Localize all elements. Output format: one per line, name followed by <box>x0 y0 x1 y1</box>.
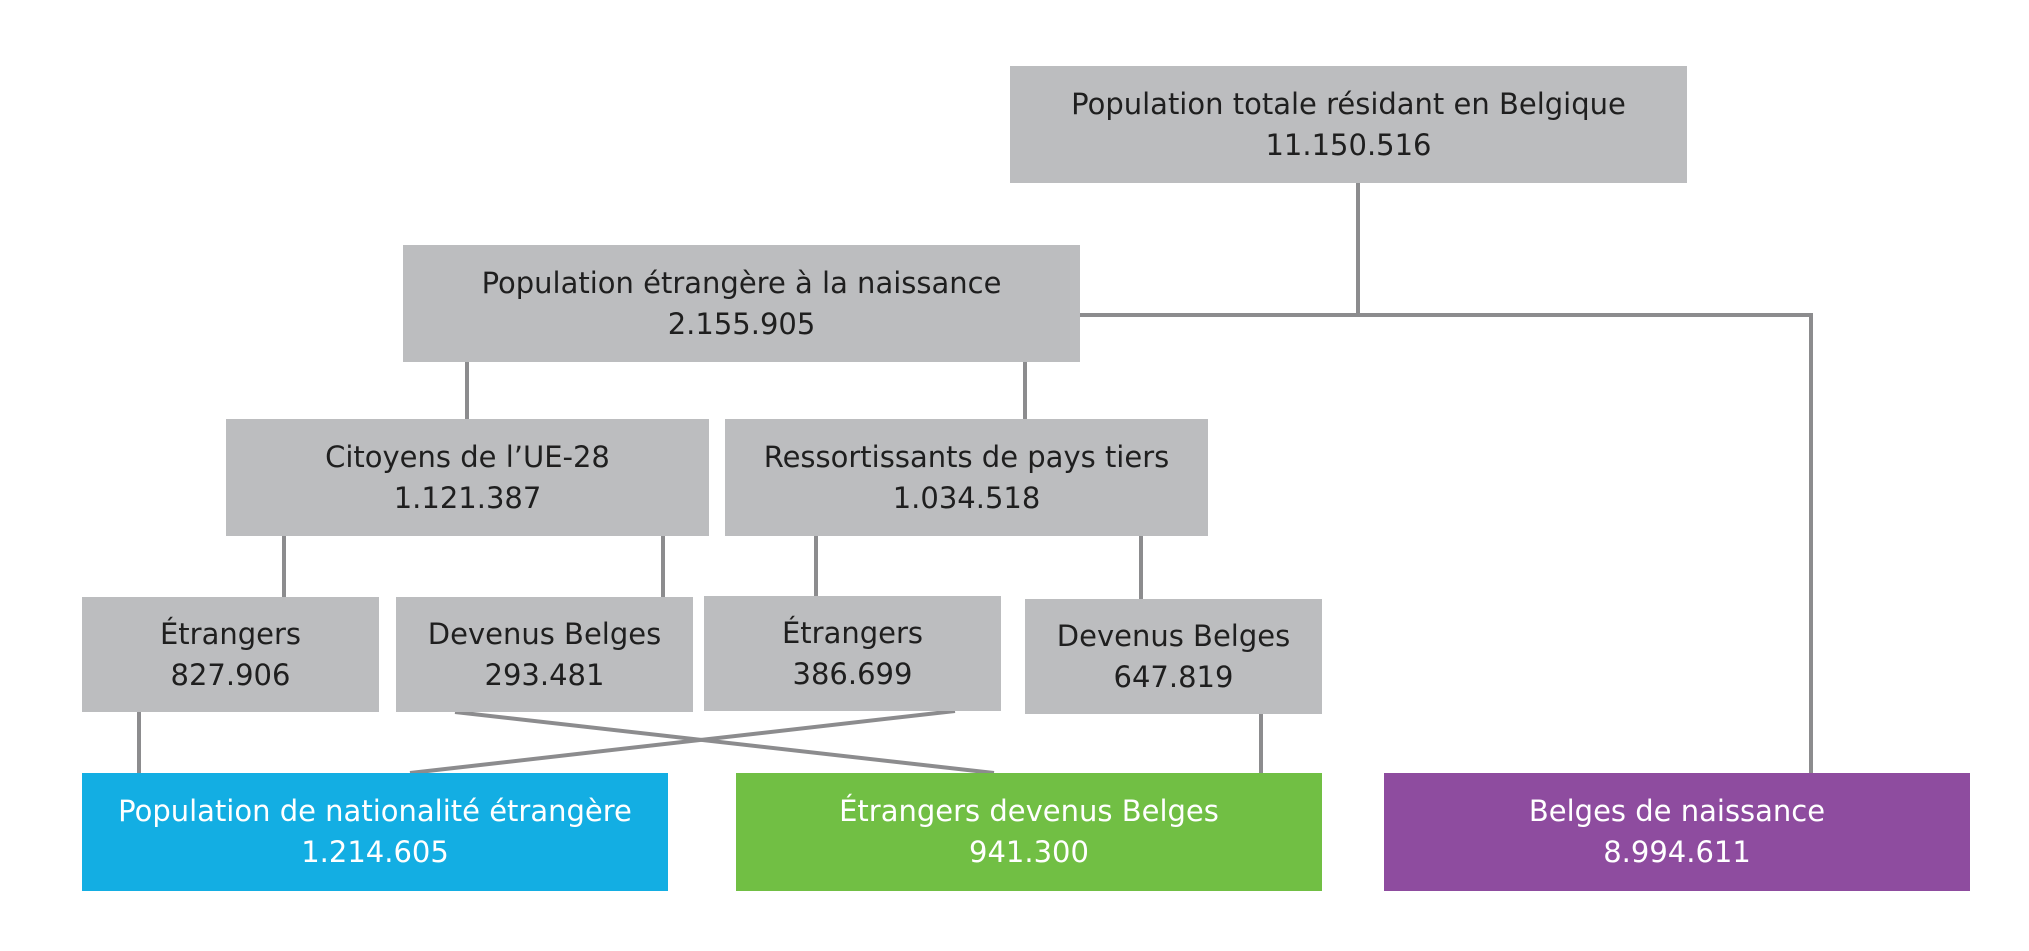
node-value: 941.300 <box>969 835 1089 869</box>
node-label: Population étrangère à la naissance <box>481 265 1002 300</box>
connector-eu-belgian-naturalized <box>454 710 995 775</box>
node-value: 647.819 <box>1113 659 1234 694</box>
node-eu-foreigners: Étrangers 827.906 <box>82 597 379 712</box>
node-label: Citoyens de l’UE-28 <box>325 439 610 474</box>
connector-third-foreigners-foreign-nationality <box>409 709 956 775</box>
node-label: Devenus Belges <box>1056 618 1291 653</box>
node-naturalized-belgians: Étrangers devenus Belges 941.300 <box>736 773 1322 891</box>
node-foreign-nationality-population: Population de nationalité étrangère 1.21… <box>82 773 668 891</box>
node-label: Étrangers <box>781 615 924 650</box>
node-belgians-by-birth: Belges de naissance 8.994.611 <box>1384 773 1970 891</box>
node-label: Ressortissants de pays tiers <box>763 439 1170 474</box>
node-third-country-nationals: Ressortissants de pays tiers 1.034.518 <box>725 419 1208 536</box>
node-eu-became-belgian: Devenus Belges 293.481 <box>396 597 693 712</box>
node-label: Population de nationalité étrangère <box>118 794 632 828</box>
node-total-population: Population totale résidant en Belgique 1… <box>1010 66 1687 183</box>
node-third-country-foreigners: Étrangers 386.699 <box>704 596 1001 711</box>
node-value: 293.481 <box>484 657 605 692</box>
node-value: 386.699 <box>792 656 913 691</box>
node-value: 8.994.611 <box>1603 835 1751 869</box>
node-value: 11.150.516 <box>1265 127 1432 162</box>
node-label: Étrangers <box>159 616 302 651</box>
node-value: 2.155.905 <box>667 306 816 341</box>
node-label: Population totale résidant en Belgique <box>1071 86 1626 121</box>
node-label: Devenus Belges <box>427 616 662 651</box>
node-label: Belges de naissance <box>1528 794 1826 828</box>
node-eu28-citizens: Citoyens de l’UE-28 1.121.387 <box>226 419 709 536</box>
node-foreign-birth-population: Population étrangère à la naissance 2.15… <box>403 245 1080 362</box>
node-value: 827.906 <box>170 657 291 692</box>
node-value: 1.121.387 <box>393 480 542 515</box>
node-label: Étrangers devenus Belges <box>839 794 1219 828</box>
node-value: 1.214.605 <box>301 835 449 869</box>
node-third-country-became-belgian: Devenus Belges 647.819 <box>1025 599 1322 714</box>
node-value: 1.034.518 <box>892 480 1041 515</box>
